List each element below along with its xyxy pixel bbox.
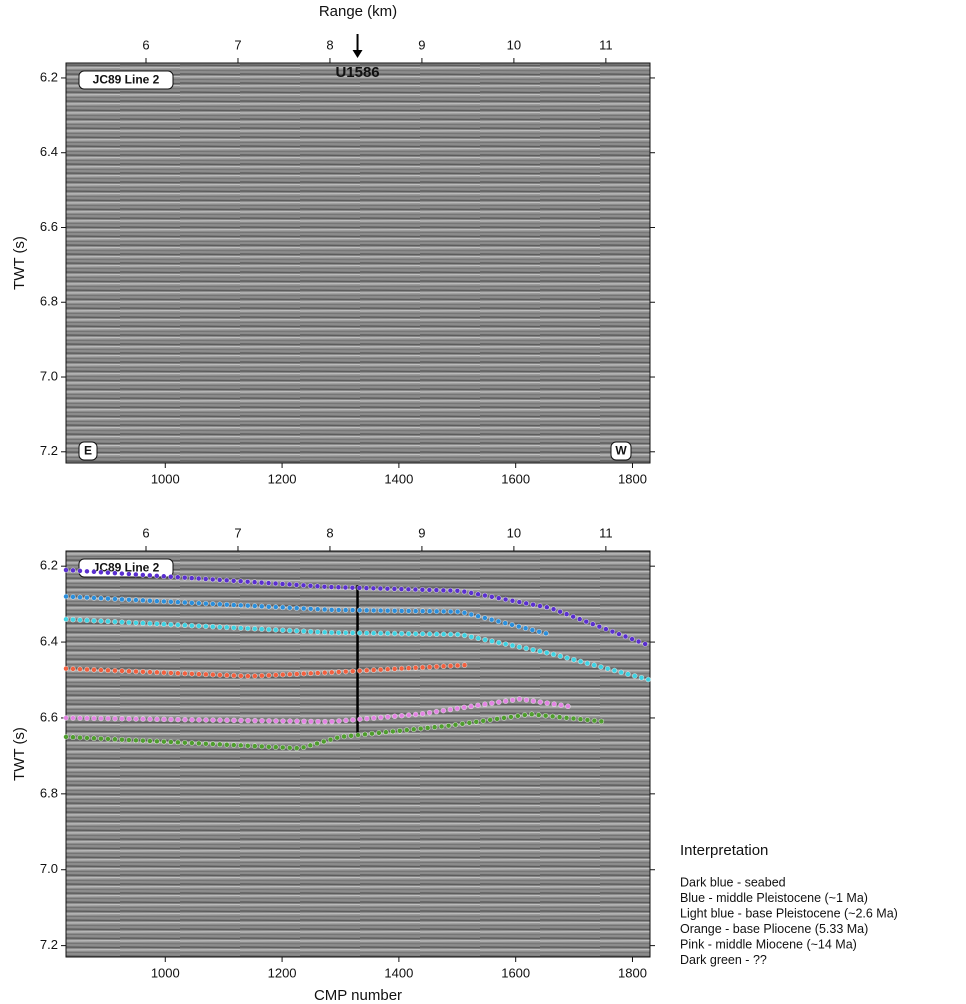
y-tick-label: 6.8 bbox=[40, 294, 58, 309]
x-tick-label: 1400 bbox=[384, 965, 413, 980]
y-tick-label: 7.2 bbox=[40, 443, 58, 458]
x2-tick-label: 7 bbox=[234, 525, 241, 540]
label-box bbox=[78, 441, 98, 461]
legend-entry: Dark blue - seabed bbox=[680, 875, 786, 889]
horizon bbox=[63, 696, 573, 724]
plot-frame bbox=[65, 550, 651, 958]
y-tick-label: 6.2 bbox=[40, 69, 58, 84]
x-tick-label: 1600 bbox=[501, 965, 530, 980]
y-tick-label: 7.2 bbox=[40, 937, 58, 952]
y-tick-label: 7.0 bbox=[40, 368, 58, 383]
y-axis-label: TWT (s) bbox=[11, 236, 28, 290]
x-tick-label: 1200 bbox=[268, 471, 297, 486]
x2-tick-label: 8 bbox=[326, 37, 333, 52]
x2-tick-label: 10 bbox=[507, 525, 521, 540]
x-tick-label: 1000 bbox=[151, 965, 180, 980]
x2-tick-label: 6 bbox=[142, 525, 149, 540]
x2-tick-label: 9 bbox=[418, 37, 425, 52]
horizon bbox=[63, 567, 653, 649]
x2-tick-label: 6 bbox=[142, 37, 149, 52]
x2-tick-label: 11 bbox=[599, 37, 613, 52]
x-axis-label: CMP number bbox=[314, 987, 402, 1004]
y-tick-label: 6.4 bbox=[40, 634, 58, 649]
x2-tick-label: 8 bbox=[326, 525, 333, 540]
line-label: JC89 Line 2 bbox=[78, 70, 174, 90]
plot-frame bbox=[65, 62, 651, 464]
x2-axis-label: Range (km) bbox=[319, 3, 397, 20]
legend-entry: Light blue - base Pleistocene (~2.6 Ma) bbox=[680, 906, 898, 920]
horizon bbox=[63, 662, 473, 679]
x2-tick-label: 9 bbox=[418, 525, 425, 540]
x-tick-label: 1000 bbox=[151, 471, 180, 486]
legend-entry: Blue - middle Pleistocene (~1 Ma) bbox=[680, 891, 868, 905]
legend-entry: Pink - middle Miocene (~14 Ma) bbox=[680, 937, 857, 951]
label-box bbox=[78, 70, 174, 90]
site-arrowhead bbox=[352, 50, 363, 58]
seismic-image bbox=[66, 63, 650, 463]
side-label: E bbox=[84, 444, 92, 458]
x-tick-label: 1600 bbox=[501, 471, 530, 486]
y-tick-label: 7.0 bbox=[40, 861, 58, 876]
horizon bbox=[63, 617, 653, 683]
horizon bbox=[63, 594, 553, 637]
x2-tick-label: 7 bbox=[234, 37, 241, 52]
y-tick-label: 6.6 bbox=[40, 709, 58, 724]
y-tick-label: 6.6 bbox=[40, 219, 58, 234]
y-tick-label: 6.4 bbox=[40, 144, 58, 159]
legend-title: Interpretation bbox=[680, 842, 768, 859]
legend-entry: Dark green - ?? bbox=[680, 953, 767, 967]
x-tick-label: 1800 bbox=[618, 471, 647, 486]
y-tick-label: 6.2 bbox=[40, 558, 58, 573]
side-label: W bbox=[615, 444, 627, 458]
label-box bbox=[610, 441, 632, 461]
x-tick-label: 1200 bbox=[268, 965, 297, 980]
horizon bbox=[63, 711, 608, 751]
x2-tick-label: 11 bbox=[599, 525, 613, 540]
x-tick-label: 1800 bbox=[618, 965, 647, 980]
line-label-text: JC89 Line 2 bbox=[93, 73, 160, 87]
legend-entry: Orange - base Pliocene (5.33 Ma) bbox=[680, 922, 868, 936]
site-label: U1586 bbox=[335, 64, 379, 81]
x-tick-label: 1400 bbox=[384, 471, 413, 486]
y-tick-label: 6.8 bbox=[40, 785, 58, 800]
y-axis-label: TWT (s) bbox=[11, 727, 28, 781]
x2-tick-label: 10 bbox=[507, 37, 521, 52]
